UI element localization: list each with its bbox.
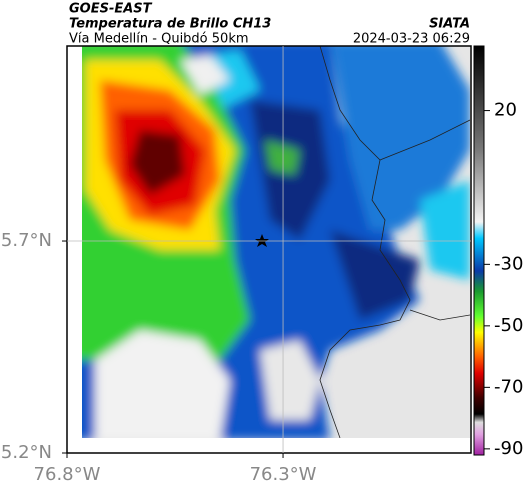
product: Temperatura de Brillo CH13 xyxy=(69,17,271,32)
colorbar-label: -50 xyxy=(494,315,523,336)
satellite: GOES-EAST xyxy=(69,2,153,17)
colorbar xyxy=(473,45,485,456)
colorbar-label: -30 xyxy=(494,253,523,274)
imagery xyxy=(82,46,470,438)
route: Vía Medellín - Quibdó 50km xyxy=(69,32,249,47)
map-frame xyxy=(66,45,472,454)
lon-label: 76.8°W xyxy=(34,464,101,485)
timestamp: 2024-03-23 06:29 xyxy=(353,32,470,47)
colorbar-label: 20 xyxy=(494,100,517,121)
lat-label: 5.7°N xyxy=(1,230,52,251)
lat-label: 5.2°N xyxy=(1,442,52,463)
source: SIATA xyxy=(429,17,470,32)
colorbar-label: -70 xyxy=(494,376,523,397)
lon-label: 76.3°W xyxy=(250,464,317,485)
colorbar-label: -90 xyxy=(494,438,523,459)
